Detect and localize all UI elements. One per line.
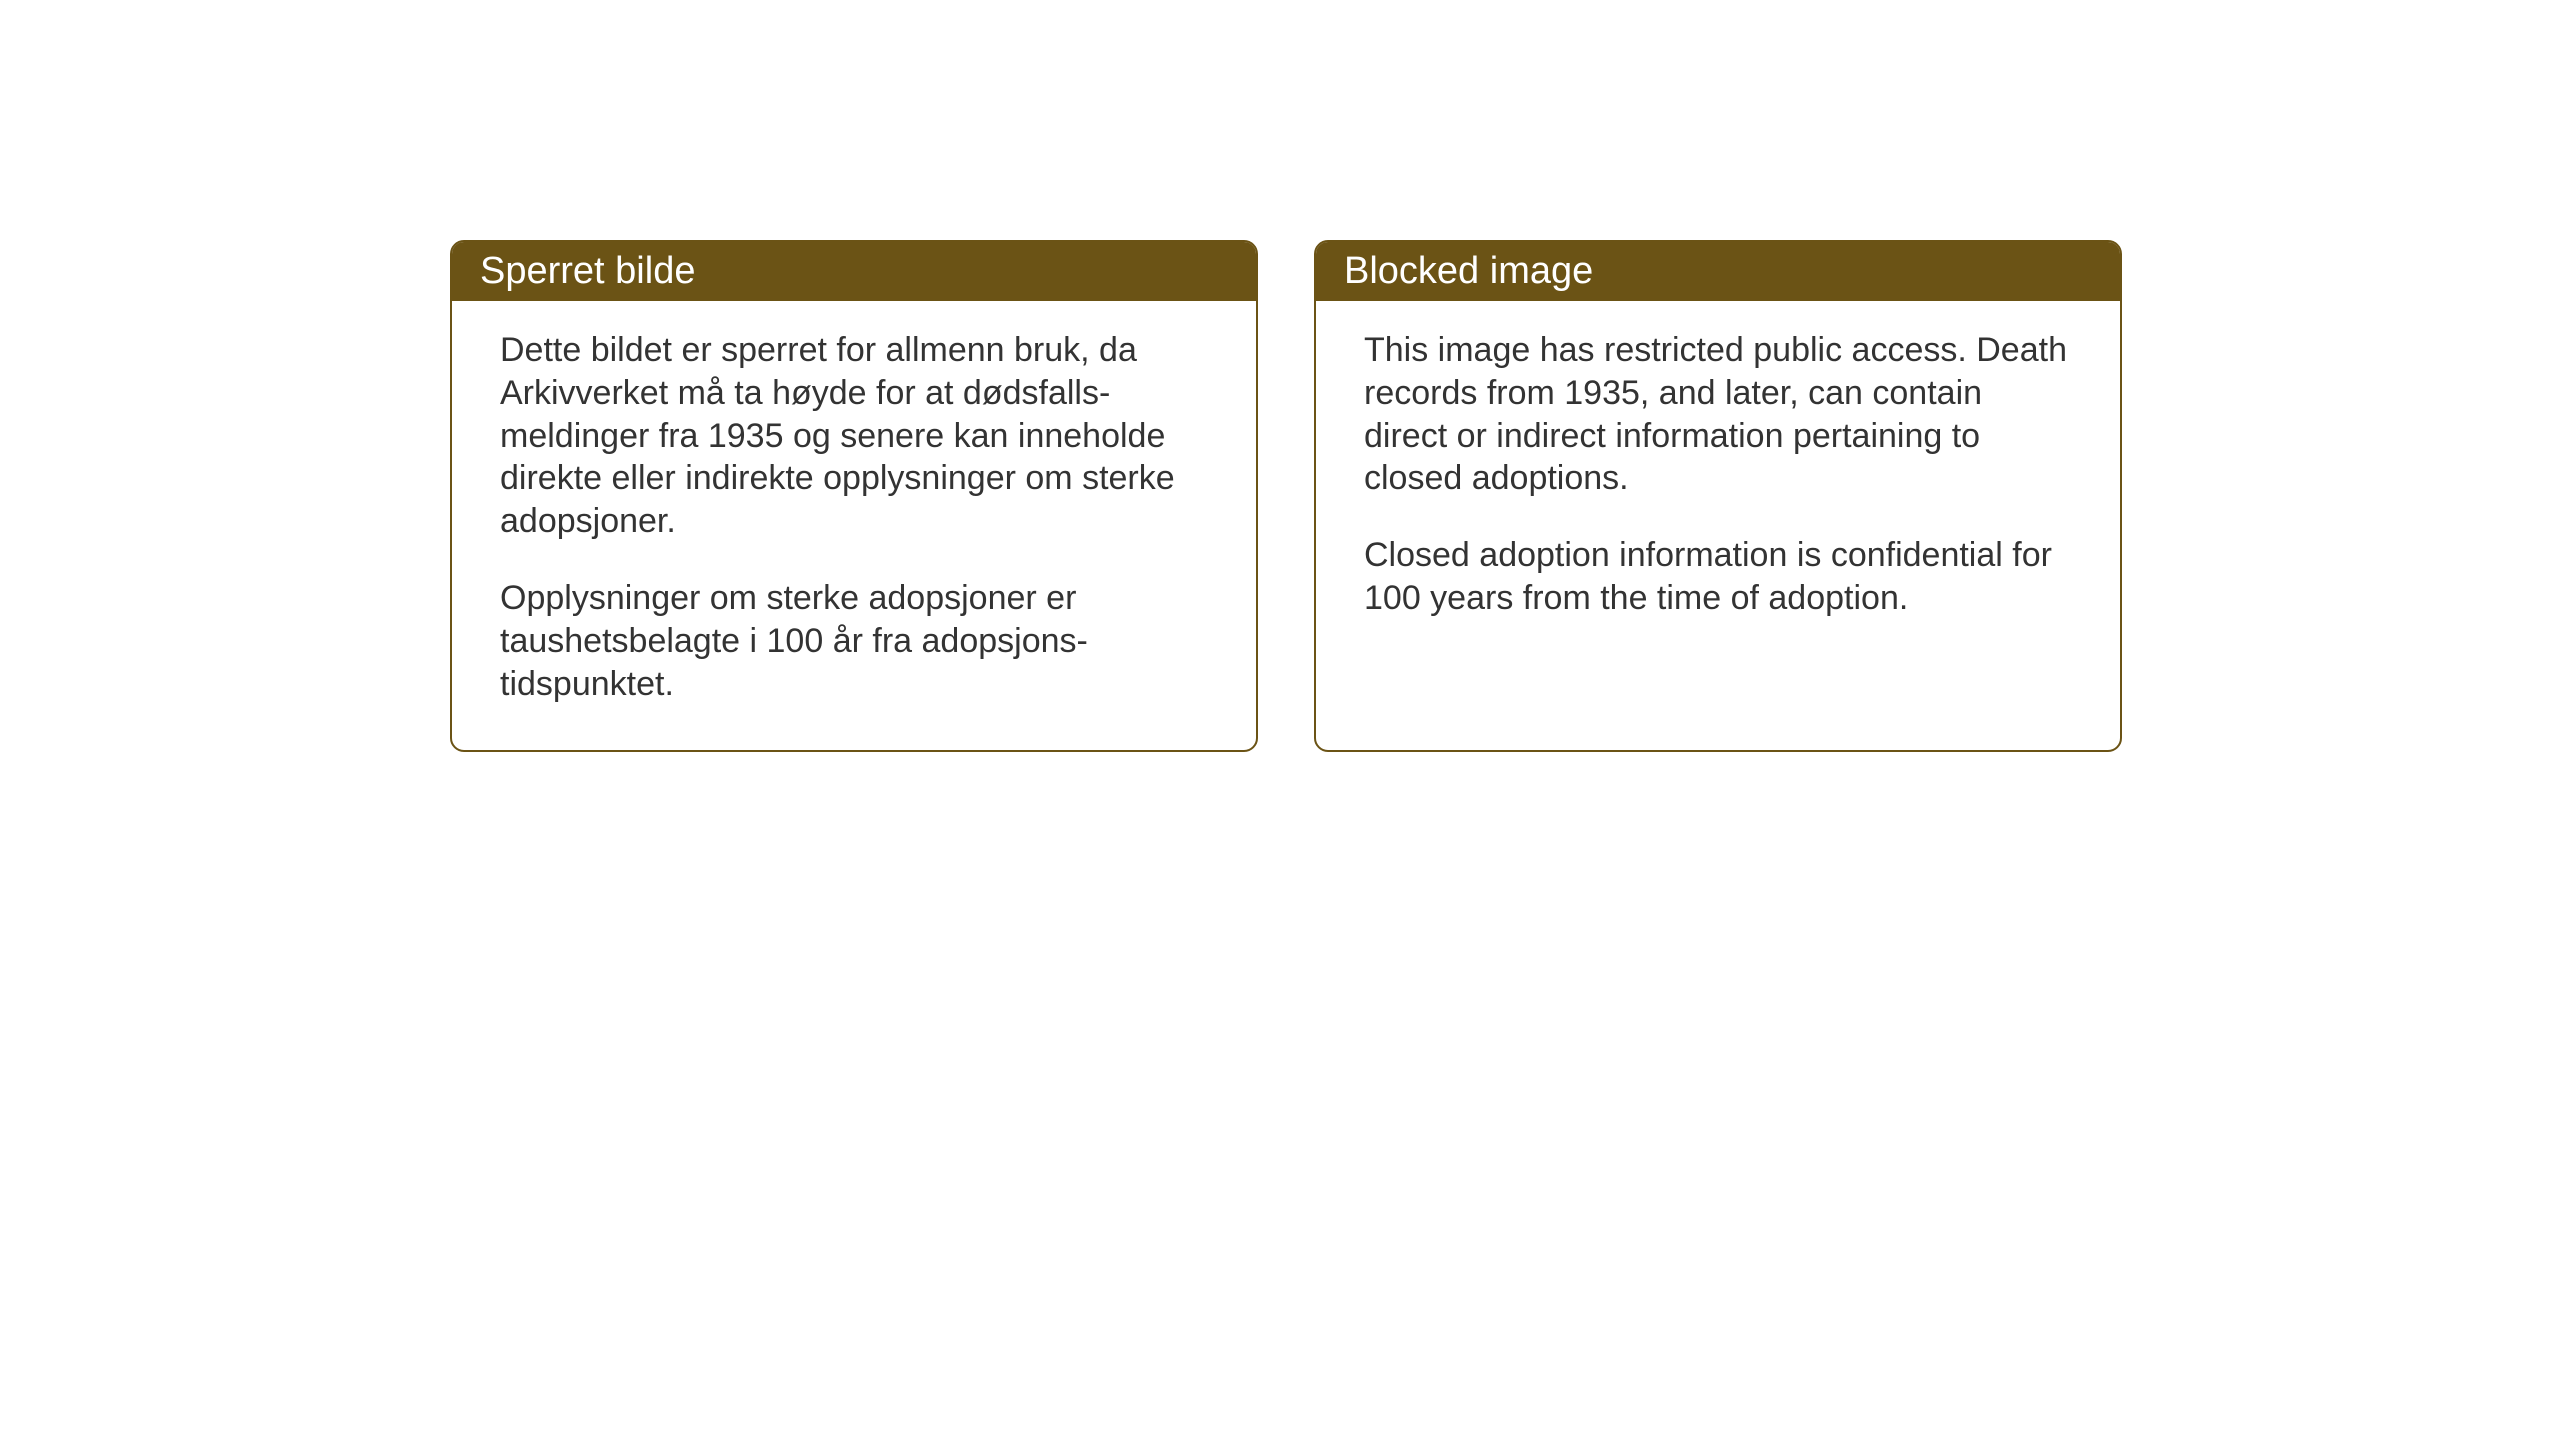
notice-body-norwegian: Dette bildet er sperret for allmenn bruk…: [452, 301, 1256, 746]
notice-title-norwegian: Sperret bilde: [480, 250, 695, 292]
notice-paragraph-2-norwegian: Opplysninger om sterke adopsjoner er tau…: [500, 577, 1208, 705]
notice-title-english: Blocked image: [1344, 250, 1593, 292]
notice-paragraph-1-norwegian: Dette bildet er sperret for allmenn bruk…: [500, 329, 1208, 543]
notice-body-english: This image has restricted public access.…: [1316, 301, 2120, 660]
notice-header-english: Blocked image: [1316, 242, 2120, 301]
notice-container: Sperret bilde Dette bildet er sperret fo…: [450, 240, 2560, 752]
notice-card-english: Blocked image This image has restricted …: [1314, 240, 2122, 752]
notice-paragraph-1-english: This image has restricted public access.…: [1364, 329, 2072, 500]
notice-paragraph-2-english: Closed adoption information is confident…: [1364, 534, 2072, 620]
notice-card-norwegian: Sperret bilde Dette bildet er sperret fo…: [450, 240, 1258, 752]
notice-header-norwegian: Sperret bilde: [452, 242, 1256, 301]
